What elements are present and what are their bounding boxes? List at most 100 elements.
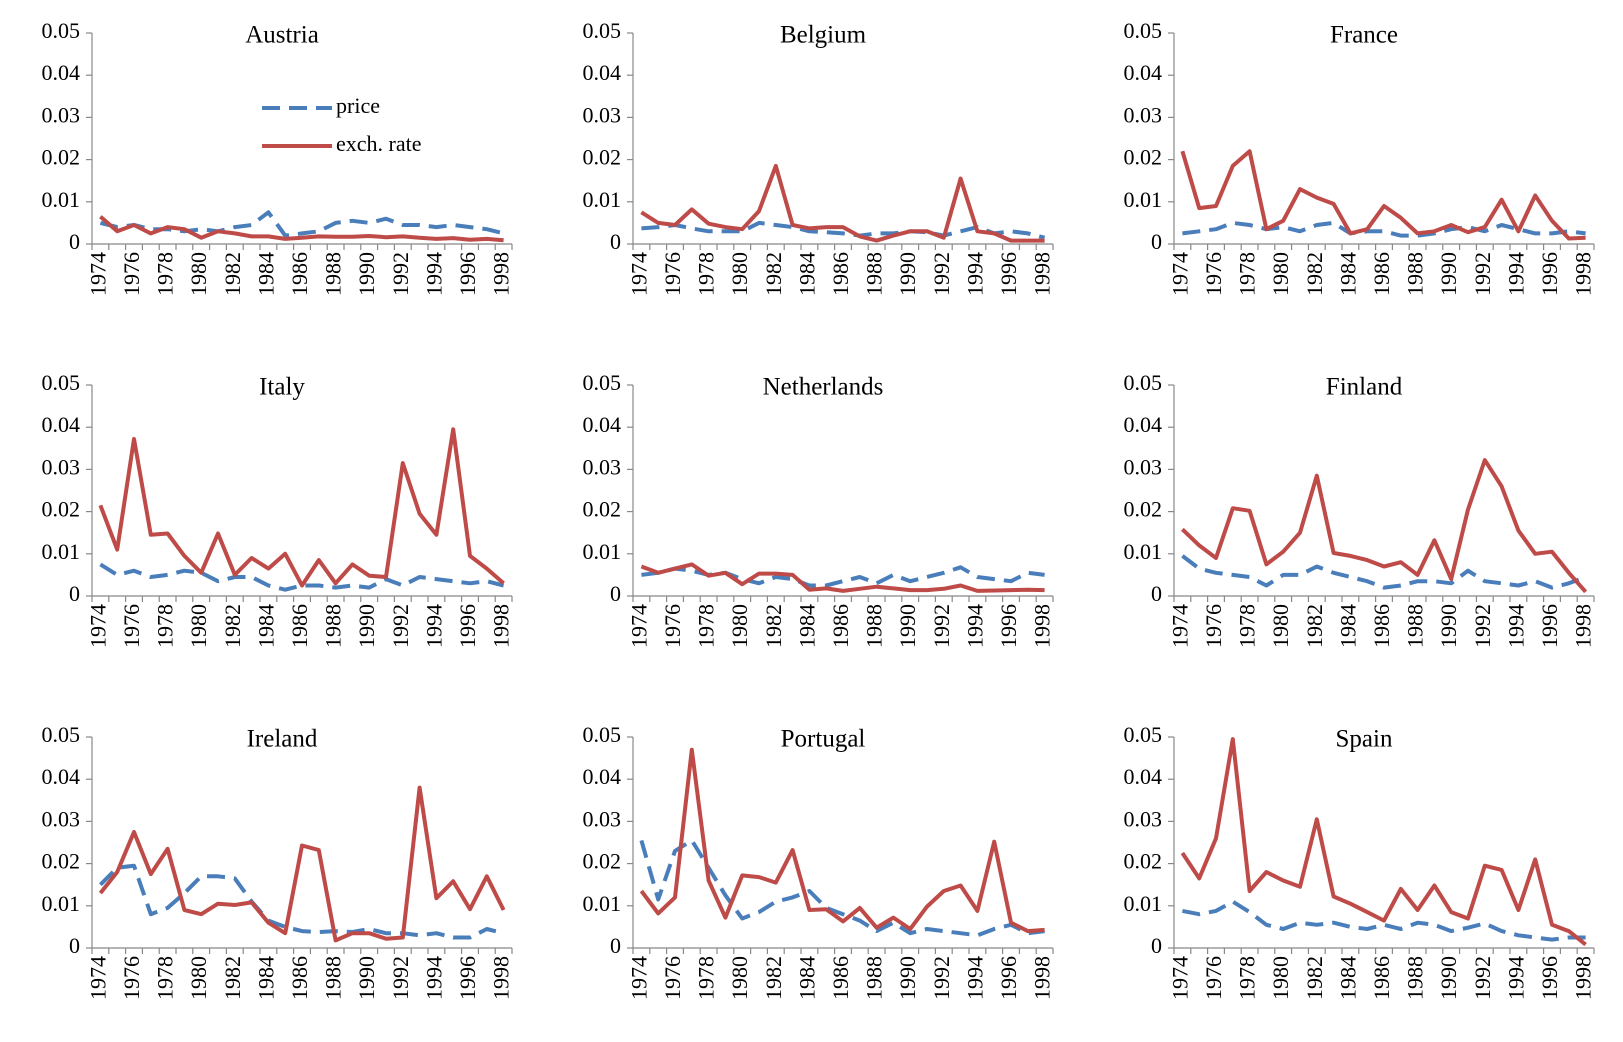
x-tick-label: 1988 [862,604,887,648]
x-tick-label: 1996 [455,956,480,1000]
x-tick-label: 1996 [996,252,1021,296]
chart-panel: Belgium 0 0.01 0.02 0.03 0.04 0.05 1974 1976 1978… [583,18,1055,296]
y-tick-label: 0.05 [42,370,81,395]
y-tick-label: 0.01 [42,539,81,564]
series-line [99,562,505,592]
series-line [640,163,1045,243]
y-tick-label: 0.04 [583,412,622,437]
y-tick-label: 0.04 [42,60,81,85]
chart-title: Italy [259,374,305,401]
chart-title: Portugal [781,726,866,753]
chart-panel: Finland 0 0.01 0.02 0.03 0.04 0.05 1974 1976 1978… [1124,370,1596,648]
series-line [1181,554,1587,590]
legend-label: exch. rate [336,131,422,156]
x-tick-label: 1974 [626,252,651,296]
x-tick-label: 1996 [996,604,1021,648]
chart-panel: France 0 0.01 0.02 0.03 0.04 0.05 1974 1976 1978 1… [1124,18,1596,296]
x-tick-label: 1976 [660,956,685,1000]
y-tick-label: 0.03 [583,806,622,831]
y-tick-label: 0.04 [583,764,622,789]
y-tick-label: 0.04 [1124,764,1163,789]
y-tick-label: 0.01 [583,187,622,212]
y-tick-label: 0.04 [1124,60,1163,85]
x-tick-label: 1978 [694,604,719,648]
y-tick-label: 0.01 [583,539,622,564]
series-line [98,427,505,588]
x-tick-label: 1988 [321,604,346,648]
x-tick-label: 1976 [119,252,144,296]
x-tick-label: 1994 [962,252,987,296]
y-tick-label: 0.01 [42,891,81,916]
x-tick-label: 1974 [85,956,110,1000]
chart-title: France [1330,22,1398,49]
x-tick-label: 1996 [1537,252,1562,296]
x-tick-label: 1998 [1571,956,1596,1000]
x-tick-label: 1990 [1436,604,1461,648]
series-line [99,210,505,238]
x-tick-label: 1976 [660,604,685,648]
x-tick-label: 1996 [996,956,1021,1000]
y-tick-label: 0.03 [42,806,81,831]
x-tick-label: 1982 [220,604,245,648]
x-tick-label: 1992 [929,252,954,296]
x-tick-label: 1974 [626,604,651,648]
x-tick-label: 1980 [1268,252,1293,296]
y-tick-label: 0.05 [583,18,622,43]
y-tick-label: 0.01 [583,891,622,916]
x-tick-label: 1996 [455,604,480,648]
y-tick-label: 0.03 [42,454,81,479]
y-tick-label: 0.02 [42,849,81,874]
chart-panel: Ireland 0 0.01 0.02 0.03 0.04 0.05 1974 1976 1978… [42,722,514,1000]
y-tick-label: 0 [610,229,621,254]
x-tick-label: 1980 [186,252,211,296]
x-tick-label: 1990 [895,252,920,296]
y-tick-label: 0 [1151,229,1162,254]
x-tick-label: 1980 [186,604,211,648]
x-tick-label: 1982 [1302,252,1327,296]
x-tick-label: 1998 [1030,252,1055,296]
x-tick-label: 1976 [119,604,144,648]
x-tick-label: 1984 [1335,604,1360,648]
x-tick-label: 1974 [1167,956,1192,1000]
x-tick-label: 1990 [1436,252,1461,296]
x-tick-label: 1994 [962,604,987,648]
series-line [1182,220,1586,238]
x-tick-label: 1976 [1201,252,1226,296]
x-tick-label: 1976 [1201,956,1226,1000]
y-tick-label: 0.01 [1124,891,1163,916]
x-tick-label: 1978 [694,252,719,296]
chart-panel: Netherlands 0 0.01 0.02 0.03 0.04 0.05 1974 1976… [583,370,1055,648]
x-tick-label: 1984 [253,252,278,296]
x-tick-label: 1982 [761,956,786,1000]
x-tick-label: 1984 [253,956,278,1000]
x-tick-label: 1990 [354,604,379,648]
chart-title: Finland [1326,374,1403,401]
chart-panel: Austria 0 0.01 0.02 0.03 0.04 0.05 1974 1976 1978… [42,18,514,296]
x-tick-label: 1982 [220,252,245,296]
x-tick-label: 1986 [828,604,853,648]
chart-panel: Spain 0 0.01 0.02 0.03 0.04 0.05 1974 1976 1978 19… [1124,722,1596,1000]
x-tick-label: 1980 [1268,604,1293,648]
x-tick-label: 1982 [1302,956,1327,1000]
series-line [99,215,504,243]
x-tick-label: 1984 [1335,252,1360,296]
series-line [98,785,506,943]
x-tick-label: 1998 [489,956,514,1000]
x-tick-label: 1996 [1537,604,1562,648]
x-tick-label: 1994 [421,956,446,1000]
chart-panel: Portugal 0 0.01 0.02 0.03 0.04 0.05 1974 1976 197… [583,722,1055,1000]
x-tick-label: 1980 [727,604,752,648]
x-tick-label: 1996 [455,252,480,296]
chart-title: Austria [245,22,319,49]
x-tick-label: 1992 [1470,252,1495,296]
series-line [1181,458,1588,594]
x-tick-label: 1998 [1571,252,1596,296]
series-line [1182,899,1586,942]
x-tick-label: 1980 [1268,956,1293,1000]
y-tick-label: 0 [610,581,621,606]
y-tick-label: 0.02 [1124,849,1163,874]
x-tick-label: 1984 [794,252,819,296]
y-tick-label: 0.04 [42,412,81,437]
x-tick-label: 1984 [794,604,819,648]
x-tick-label: 1998 [1571,604,1596,648]
